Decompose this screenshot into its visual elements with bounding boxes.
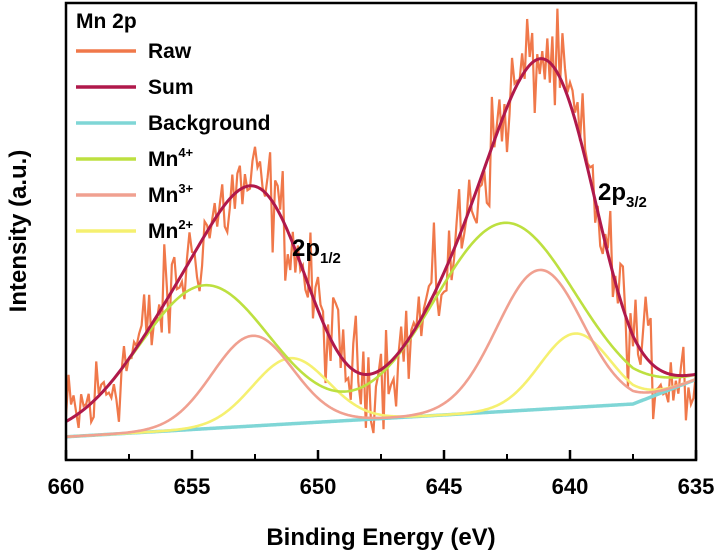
legend-label-mn2: Mn2+ <box>148 217 194 243</box>
legend: Raw Sum Background Mn4+ Mn3+ Mn2+ <box>76 40 271 243</box>
x-tick-label: 645 <box>426 474 463 499</box>
series-mn4 <box>66 221 696 423</box>
legend-label-bg: Background <box>148 112 271 135</box>
chart-title: Mn 2p <box>76 10 137 33</box>
peak-annotation: 2p3/2 <box>598 179 647 211</box>
legend-label-sum: Sum <box>148 76 194 99</box>
legend-label-raw: Raw <box>148 40 192 63</box>
x-tick-label: 635 <box>678 474 715 499</box>
x-axis: 660 655 650 645 640 635 <box>48 450 715 499</box>
series-mn3 <box>66 268 696 439</box>
curves-layer <box>66 8 696 439</box>
x-tick-label: 650 <box>300 474 337 499</box>
x-tick-label: 640 <box>552 474 589 499</box>
series-sum <box>66 57 696 423</box>
series-raw <box>66 8 696 434</box>
x-axis-label: Binding Energy (eV) <box>266 524 495 551</box>
legend-label-mn3: Mn3+ <box>148 181 194 207</box>
x-tick-label: 655 <box>174 474 211 499</box>
peak-annotation: 2p1/2 <box>292 235 341 267</box>
y-axis-label: Intensity (a.u.) <box>5 150 32 313</box>
annotations: 2p1/2 2p3/2 <box>292 179 647 267</box>
series-background <box>66 377 696 439</box>
legend-label-mn4: Mn4+ <box>148 145 194 171</box>
x-tick-label: 660 <box>48 474 85 499</box>
